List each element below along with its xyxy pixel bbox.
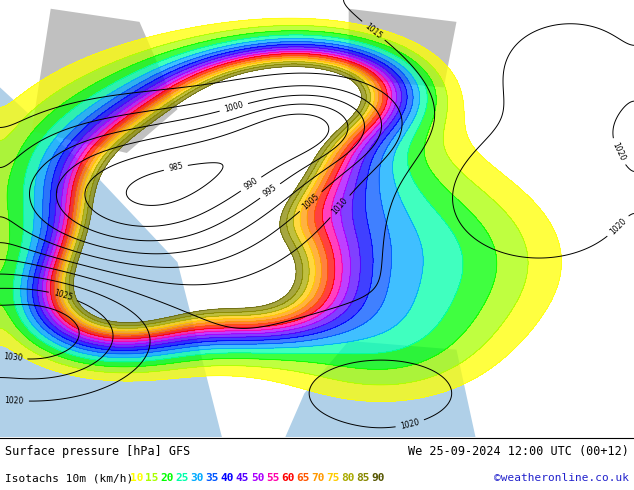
- Text: 1020: 1020: [610, 141, 626, 163]
- Text: 15: 15: [145, 473, 158, 483]
- Text: 80: 80: [341, 473, 355, 483]
- Text: 60: 60: [281, 473, 294, 483]
- Polygon shape: [0, 87, 222, 437]
- Polygon shape: [32, 9, 178, 153]
- Text: 985: 985: [168, 162, 184, 173]
- Text: 10: 10: [130, 473, 143, 483]
- Text: 65: 65: [296, 473, 309, 483]
- Text: 1000: 1000: [223, 100, 244, 114]
- Text: ©weatheronline.co.uk: ©weatheronline.co.uk: [494, 473, 629, 483]
- Text: 85: 85: [356, 473, 370, 483]
- Text: We 25-09-2024 12:00 UTC (00+12): We 25-09-2024 12:00 UTC (00+12): [408, 445, 629, 459]
- Text: 1020: 1020: [399, 417, 420, 431]
- Text: 995: 995: [262, 183, 279, 199]
- Text: 90: 90: [372, 473, 385, 483]
- Polygon shape: [285, 341, 476, 437]
- Text: 25: 25: [175, 473, 189, 483]
- Text: 990: 990: [242, 176, 260, 192]
- Text: 70: 70: [311, 473, 325, 483]
- Text: 20: 20: [160, 473, 174, 483]
- Text: 50: 50: [251, 473, 264, 483]
- Text: Surface pressure [hPa] GFS: Surface pressure [hPa] GFS: [5, 445, 190, 459]
- Text: 1010: 1010: [330, 196, 350, 217]
- Text: 30: 30: [190, 473, 204, 483]
- Text: 45: 45: [236, 473, 249, 483]
- Text: 35: 35: [205, 473, 219, 483]
- Text: 1015: 1015: [363, 21, 384, 40]
- Text: 75: 75: [327, 473, 340, 483]
- Text: 40: 40: [221, 473, 234, 483]
- Text: 1030: 1030: [3, 352, 23, 363]
- Text: 1020: 1020: [4, 396, 24, 406]
- Text: 1020: 1020: [608, 216, 628, 236]
- Text: Isotachs 10m (km/h): Isotachs 10m (km/h): [5, 473, 133, 483]
- Text: 55: 55: [266, 473, 280, 483]
- Text: 1025: 1025: [53, 289, 74, 303]
- Polygon shape: [349, 9, 456, 87]
- Text: 1005: 1005: [301, 192, 321, 211]
